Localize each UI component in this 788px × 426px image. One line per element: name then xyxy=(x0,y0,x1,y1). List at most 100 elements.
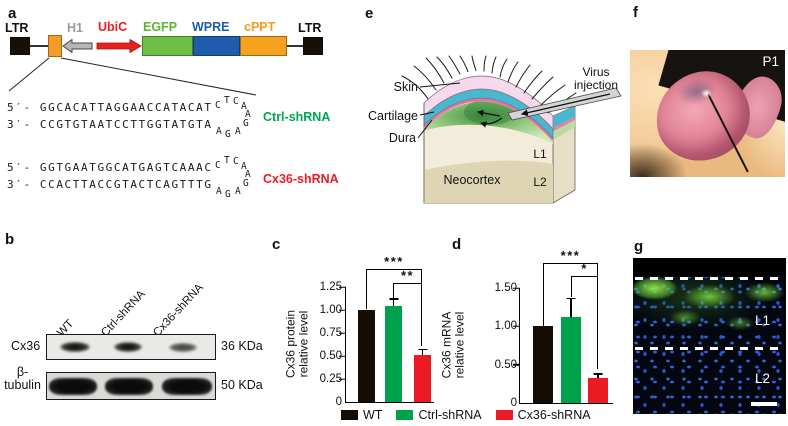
injection-arrow xyxy=(520,93,611,117)
bar-column-ctrl-shrna xyxy=(385,287,402,402)
panel-label-f: f xyxy=(633,4,638,21)
chart-c-y-ticks: 1.25 1.00 0.75 0.50 0.25 0 xyxy=(302,281,342,408)
legend-label: Ctrl-shRNA xyxy=(418,408,482,422)
connector-line xyxy=(287,45,303,47)
y-tick: 0 xyxy=(335,396,342,408)
y-tick: 1.25 xyxy=(319,281,342,293)
panel-label-g: g xyxy=(634,238,644,255)
injection-site-glint xyxy=(701,89,712,98)
bar-column-wt xyxy=(358,287,375,402)
cx36-shrna-loop: C T C A A G A G A xyxy=(215,154,255,200)
blot-row-label-tubulin: β- tubulin xyxy=(0,366,45,392)
bar-ctrl-shrna xyxy=(385,306,402,402)
chart-c-plot: *** ** xyxy=(339,254,434,403)
egfp-l1-zone xyxy=(633,277,786,347)
loop-base: A xyxy=(216,186,222,197)
cppt-box xyxy=(240,36,287,56)
spread-arrow xyxy=(479,117,503,128)
panel-label-b: b xyxy=(5,231,15,248)
panel-label-c: c xyxy=(272,236,281,253)
l2-label: L2 xyxy=(533,175,547,189)
error-bar xyxy=(570,297,572,318)
error-bar xyxy=(597,373,599,379)
cortex-micrograph: L1 L2 xyxy=(633,258,786,414)
ctrl-shrna-name: Ctrl-shRNA xyxy=(263,110,331,124)
y-tick: 0.50 xyxy=(494,358,517,371)
y-tick: 0 xyxy=(510,397,517,409)
loop-base: A xyxy=(235,186,241,197)
ctrl-shrna-antisense-sequence: 3′- CCGTGTAATCCTTGGTATGTA xyxy=(7,118,213,131)
ctrl-shrna-loop: C T C A A G A G A xyxy=(215,94,255,140)
beta-symbol: β- xyxy=(16,365,29,379)
ylabel-line: relative level xyxy=(452,311,467,379)
l2-label: L2 xyxy=(755,371,771,386)
cx36-blot xyxy=(46,334,216,360)
virus-injection-label-line2: injection xyxy=(574,78,618,92)
connector-line xyxy=(30,45,48,47)
cartilage-label: Cartilage xyxy=(368,109,418,123)
loop-base: C xyxy=(215,160,221,171)
loop-base: G xyxy=(225,129,231,140)
ylabel-line: Cx36 protein xyxy=(283,309,297,379)
scale-bar xyxy=(751,402,777,406)
y-tick: 0.50 xyxy=(319,350,342,362)
cx36-shrna-sense-sequence: 5′- GGTGAATGGCATGAGTCAAAC xyxy=(7,161,213,174)
bar-ctrl-shrna xyxy=(561,317,581,403)
legend-item-wt: WT xyxy=(341,408,382,422)
pup-injection-photo: P1 xyxy=(630,50,785,177)
loop-base: A xyxy=(241,101,247,112)
significance-stars: * xyxy=(581,261,588,276)
blot-band-cx36 xyxy=(169,343,197,352)
loop-base: G xyxy=(243,118,249,129)
spread-arrow xyxy=(476,109,501,117)
cppt-label: cPPT xyxy=(244,20,276,34)
bar-cx36-shrna xyxy=(414,355,431,402)
lane-label-ctrl-shrna: Ctrl-shRNA xyxy=(99,288,148,339)
panel-label-a: a xyxy=(8,5,17,22)
cx36-shrna-antisense-sequence: 3′- CCACTTACCGTACTCAGTTTG xyxy=(7,178,213,191)
ltr-left-box xyxy=(10,37,30,55)
blot-band-ctrl xyxy=(105,378,153,395)
blot-band-ctrl xyxy=(114,342,142,352)
ltr-right-label: LTR xyxy=(298,21,322,35)
loop-base: C xyxy=(233,156,239,167)
significance-bracket: *** xyxy=(543,248,598,369)
l1-l2-dashed-line xyxy=(635,347,784,350)
egfp-label: EGFP xyxy=(143,20,178,34)
blot-band-wt xyxy=(60,342,90,352)
bar-column-wt xyxy=(533,288,553,403)
loop-base: C xyxy=(215,100,221,111)
panel-label-e: e xyxy=(365,5,374,22)
y-tick: 0.75 xyxy=(319,327,342,339)
legend-swatch-cx36-shrna xyxy=(495,410,513,420)
blot-band-cx36 xyxy=(162,378,212,395)
age-tag: P1 xyxy=(762,54,779,69)
loop-base: A xyxy=(235,126,241,137)
bar-column-cx36-shrna xyxy=(588,288,608,403)
tubulin-blot xyxy=(46,372,216,400)
shrna-insert-box xyxy=(48,35,62,57)
legend-swatch-wt xyxy=(341,410,358,420)
ctrl-shrna-sense-sequence: 5′- GGCACATTAGGAACCATACAT xyxy=(7,101,213,114)
loop-base: A xyxy=(216,126,222,137)
significance-stars: *** xyxy=(560,248,581,263)
significance-stars: *** xyxy=(384,254,404,269)
panel-label-d: d xyxy=(452,236,462,253)
y-tick: 1.00 xyxy=(494,320,517,333)
skin-label: Skin xyxy=(394,80,418,94)
loop-base: G xyxy=(243,178,249,189)
significance-stars: ** xyxy=(400,268,415,283)
chart-d-plot: *** * xyxy=(513,248,613,404)
y-tick: 0.25 xyxy=(319,373,342,385)
loop-base: A xyxy=(245,169,251,180)
legend-label: Cx36-shRNA xyxy=(517,408,591,422)
bar-wt xyxy=(358,310,375,402)
legend-swatch-ctrl-shrna xyxy=(396,410,414,420)
blot-row-label-cx36: Cx36 xyxy=(11,339,41,353)
loop-base: T xyxy=(224,95,230,106)
tubulin-text: tubulin xyxy=(4,378,41,392)
ubic-arrow xyxy=(96,39,142,53)
virus-injection-label-line1: Virus xyxy=(582,65,609,79)
loop-base: C xyxy=(233,96,239,107)
